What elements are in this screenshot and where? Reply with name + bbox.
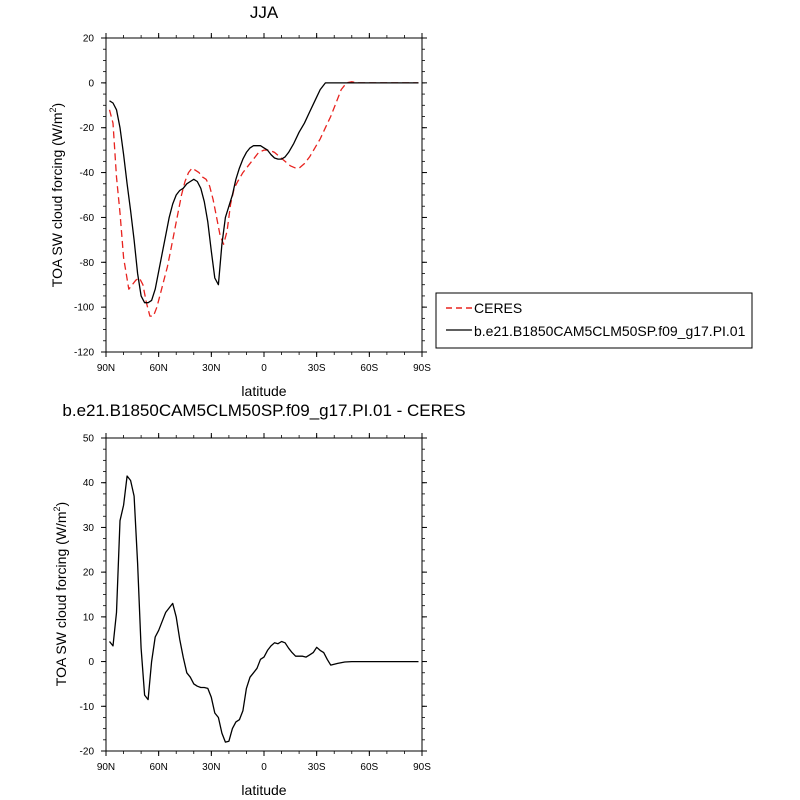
top-x-axis-label: latitude	[241, 383, 286, 399]
legend-label-ceres: CERES	[474, 300, 522, 316]
bottom-plot-frame	[105, 437, 423, 752]
top-plot-frame	[105, 37, 423, 353]
top-x-tick-label: 90S	[413, 363, 431, 374]
top-y-tick-label: -20	[80, 123, 95, 134]
bottom-x-tick-label: 90S	[413, 762, 431, 773]
bottom-x-axis: 90N 60N 30N 0 30S 60S 90S	[97, 433, 431, 773]
bottom-y-tick-label: -20	[80, 747, 95, 758]
top-y-tick-label: 20	[83, 34, 95, 45]
top-y-axis-label: TOA SW cloud forcing (W/m2)	[48, 103, 65, 287]
bottom-y-label-close: )	[53, 502, 69, 507]
bottom-x-tick-label: 60N	[149, 762, 167, 773]
bottom-series-line-0	[108, 475, 419, 743]
bottom-chart-title: b.e21.B1850CAM5CLM50SP.f09_g17.PI.01 - C…	[62, 401, 465, 420]
bottom-x-tick-label: 60S	[360, 762, 378, 773]
bottom-y-tick-label: -10	[80, 702, 95, 713]
bottom-x-tick-label: 30S	[308, 762, 326, 773]
top-x-tick-label: 90N	[97, 363, 115, 374]
bottom-plot-lines	[108, 475, 419, 743]
top-y-tick-label: -80	[80, 258, 95, 269]
bottom-y-tick-label: 10	[83, 612, 95, 623]
top-x-tick-label: 60N	[149, 363, 167, 374]
top-plot-lines	[108, 81, 419, 317]
top-chart-title: JJA	[250, 3, 279, 22]
legend-label-model: b.e21.B1850CAM5CLM50SP.f09_g17.PI.01	[474, 323, 746, 339]
top-y-label-main: TOA SW cloud forcing (W/m	[49, 112, 65, 287]
bottom-x-tick-label: 0	[261, 762, 267, 773]
top-y-label-sup: 2	[48, 107, 58, 112]
bottom-y-tick-label: 40	[83, 478, 95, 489]
top-series-line-0	[108, 81, 419, 317]
bottom-x-tick-label: 30N	[202, 762, 220, 773]
top-x-tick-label: 0	[261, 363, 267, 374]
top-x-axis: 90N 60N 30N 0 30S 60S 90S	[97, 33, 431, 374]
bottom-x-tick-label: 90N	[97, 762, 115, 773]
bottom-y-tick-label: 20	[83, 568, 95, 579]
top-x-tick-label: 60S	[360, 363, 378, 374]
bottom-x-axis-label: latitude	[241, 782, 286, 798]
top-y-tick-label: -60	[80, 213, 95, 224]
bottom-y-tick-label: 30	[83, 523, 95, 534]
legend-frame	[435, 292, 753, 349]
top-y-tick-label: -100	[74, 303, 94, 314]
bottom-y-axis-label: TOA SW cloud forcing (W/m2)	[52, 502, 69, 686]
top-x-tick-label: 30N	[202, 363, 220, 374]
bottom-y-axis: 50 40 30 20 10 0 -10 -20	[80, 434, 427, 758]
top-y-tick-label: -40	[80, 168, 95, 179]
bottom-panel: b.e21.B1850CAM5CLM50SP.f09_g17.PI.01 - C…	[52, 401, 466, 798]
top-y-tick-label: -120	[74, 348, 94, 359]
top-panel: JJA 20 0 -20 -40 -60 -80 -100 -120 90N 60N 30N 0 30…	[48, 3, 431, 399]
bottom-y-tick-label: 50	[83, 434, 95, 445]
top-y-label-close: )	[49, 103, 65, 108]
bottom-y-label-main: TOA SW cloud forcing (W/m	[53, 511, 69, 686]
top-series-line-1	[109, 82, 419, 304]
bottom-y-label-sup: 2	[52, 506, 62, 511]
top-x-tick-label: 30S	[308, 363, 326, 374]
bottom-y-tick-label: 0	[88, 657, 94, 668]
legend: CERES b.e21.B1850CAM5CLM50SP.f09_g17.PI.…	[435, 292, 753, 349]
top-y-tick-label: 0	[88, 78, 94, 89]
